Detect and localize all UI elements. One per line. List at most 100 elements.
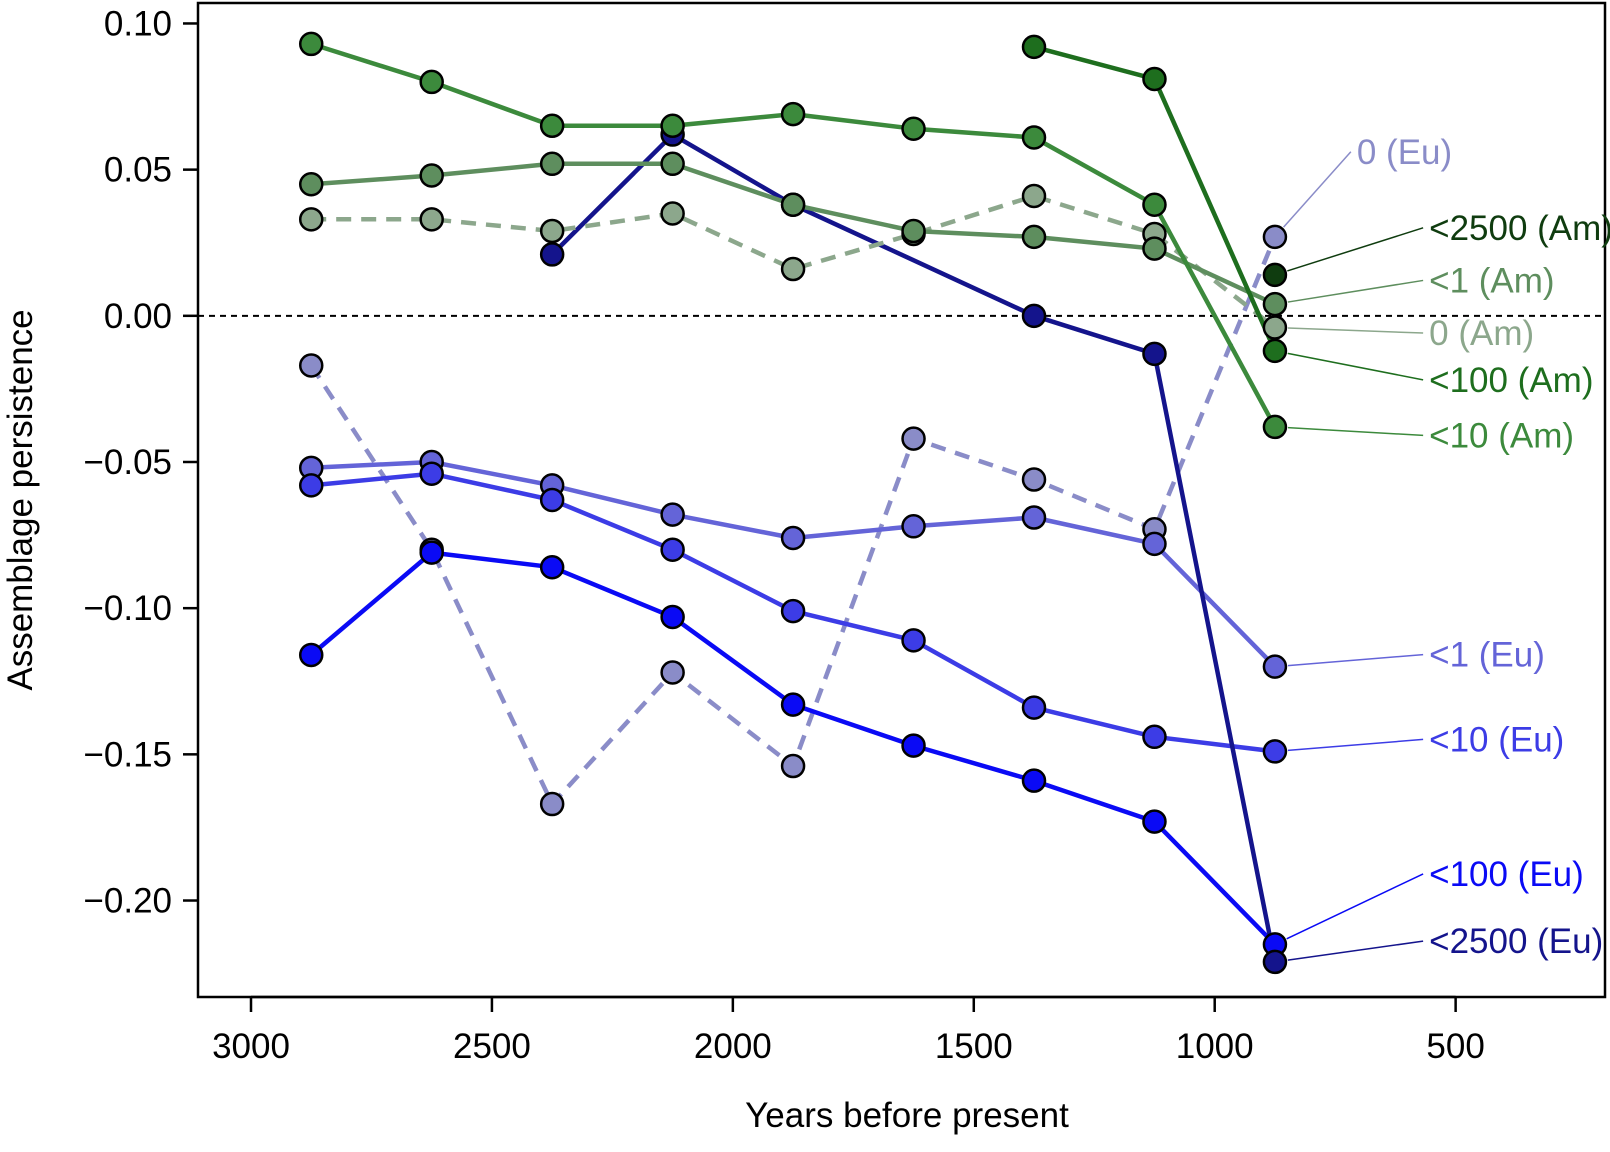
point-lt10-am (901, 116, 926, 141)
point-lt10-am (539, 113, 565, 139)
series-line-0-am (311, 193, 1277, 330)
point-lt1-eu (901, 514, 926, 539)
leader-line-lt100-am (1287, 352, 1424, 381)
point-lt10-eu (1142, 724, 1167, 750)
leader-line-lt2500-eu (1287, 940, 1424, 961)
y-tick-label: 0.05 (104, 151, 172, 190)
point-lt10-am (298, 31, 324, 57)
point-lt2500-eu (1142, 341, 1167, 367)
point-lt1-eu (1142, 531, 1167, 557)
point-lt10-eu (539, 487, 565, 513)
series-points (298, 31, 1288, 975)
series-label-lt2500-am: <2500 (Am) (1429, 209, 1610, 248)
point-0-eu (1262, 224, 1288, 250)
leader-line-lt1-eu (1287, 653, 1424, 667)
x-tick-label: 2500 (453, 1027, 531, 1066)
point-lt100-eu (1021, 768, 1047, 793)
point-lt100-am (1262, 338, 1288, 364)
point-lt1-eu (660, 502, 685, 527)
series-line-lt10-am (310, 41, 1277, 428)
series-label-lt10-am: <10 (Am) (1429, 416, 1574, 455)
series-label-0-am: 0 (Am) (1429, 314, 1534, 353)
point-lt10-eu (660, 537, 685, 562)
point-lt100-eu (901, 733, 926, 758)
point-lt1-am (539, 151, 565, 177)
x-tick-label: 1000 (1176, 1027, 1254, 1066)
leader-lines (1283, 151, 1424, 961)
point-lt10-eu (901, 628, 926, 653)
point-lt1-am (298, 172, 324, 197)
y-tick-label: −0.10 (83, 589, 172, 628)
point-0-eu (1021, 467, 1047, 492)
point-lt1-am (1262, 291, 1288, 317)
y-tick-label: 0.00 (104, 297, 172, 336)
point-0-am (1021, 183, 1047, 209)
point-lt10-eu (1262, 739, 1288, 764)
point-0-eu (901, 426, 926, 451)
point-lt10-am (660, 113, 685, 139)
point-0-am (539, 218, 565, 244)
point-0-am (780, 256, 806, 282)
point-lt10-eu (419, 461, 444, 486)
point-lt1-eu (780, 525, 806, 551)
point-lt2500-eu (1262, 949, 1288, 975)
point-lt1-am (660, 151, 685, 177)
series-label-lt1-eu: <1 (Eu) (1429, 636, 1545, 675)
point-lt100-am (1021, 34, 1047, 60)
series-labels: 0 (Eu) <2500 (Am) <1 (Am) 0 (Am) <100 (Am) <1… (1357, 133, 1610, 961)
point-lt1-am (1021, 224, 1047, 250)
series-label-lt100-am: <100 (Am) (1429, 361, 1593, 400)
series-label-0-eu: 0 (Eu) (1357, 133, 1452, 172)
series-line-lt1-eu (311, 459, 1277, 669)
series-line-0-eu (309, 236, 1277, 807)
leader-line-lt10-eu (1287, 738, 1424, 752)
point-lt10-am (419, 69, 444, 95)
point-lt1-am (419, 163, 444, 188)
y-tick-label: −0.15 (83, 735, 172, 774)
point-lt100-eu (298, 642, 324, 668)
point-lt2500-eu (1021, 303, 1047, 329)
point-0-am (1262, 315, 1288, 340)
leader-line-lt10-am (1287, 426, 1424, 437)
point-lt100-eu (660, 604, 685, 630)
x-tick-label: 3000 (212, 1027, 290, 1066)
x-tick-label: 2000 (694, 1027, 772, 1066)
y-axis-title: Assemblage persistence (1, 309, 40, 690)
point-lt10-eu (780, 598, 806, 624)
y-tick-label: −0.05 (83, 443, 172, 482)
point-lt100-eu (1142, 809, 1167, 834)
x-tick-label: 500 (1426, 1027, 1484, 1066)
x-axis-title: Years before present (745, 1096, 1069, 1135)
point-lt100-am (1142, 66, 1167, 92)
point-lt10-am (1262, 414, 1288, 440)
point-0-eu (539, 791, 565, 817)
point-lt2500-eu (539, 242, 565, 267)
series-lines (309, 41, 1278, 963)
point-0-am (298, 207, 324, 232)
series-label-lt2500-eu: <2500 (Eu) (1429, 922, 1603, 961)
series-line-lt2500-eu (550, 132, 1278, 963)
y-axis: 0.10 0.05 0.00 −0.05 −0.10 −0.15 −0.20 (83, 4, 198, 921)
point-lt100-eu (780, 692, 806, 717)
leader-line-lt1-am (1287, 279, 1424, 303)
series-label-lt10-eu: <10 (Eu) (1429, 720, 1564, 759)
point-lt10-eu (1021, 695, 1047, 720)
point-lt10-am (1142, 192, 1167, 217)
point-lt2500-am (1262, 262, 1288, 288)
series-label-lt1-am: <1 (Am) (1429, 261, 1554, 300)
y-tick-label: 0.10 (104, 4, 172, 43)
point-lt1-eu (1262, 654, 1288, 679)
leader-line-0-eu (1283, 151, 1352, 228)
point-lt100-eu (419, 540, 444, 565)
point-0-am (419, 207, 444, 232)
point-lt1-am (901, 218, 926, 244)
point-lt100-eu (539, 554, 565, 580)
point-lt10-am (780, 101, 806, 127)
leader-line-0-am (1287, 327, 1424, 334)
point-lt1-eu (1021, 505, 1047, 530)
point-0-eu (780, 753, 806, 779)
leader-line-lt2500-am (1287, 227, 1424, 272)
point-lt1-am (780, 192, 806, 217)
x-tick-label: 1500 (935, 1027, 1013, 1066)
